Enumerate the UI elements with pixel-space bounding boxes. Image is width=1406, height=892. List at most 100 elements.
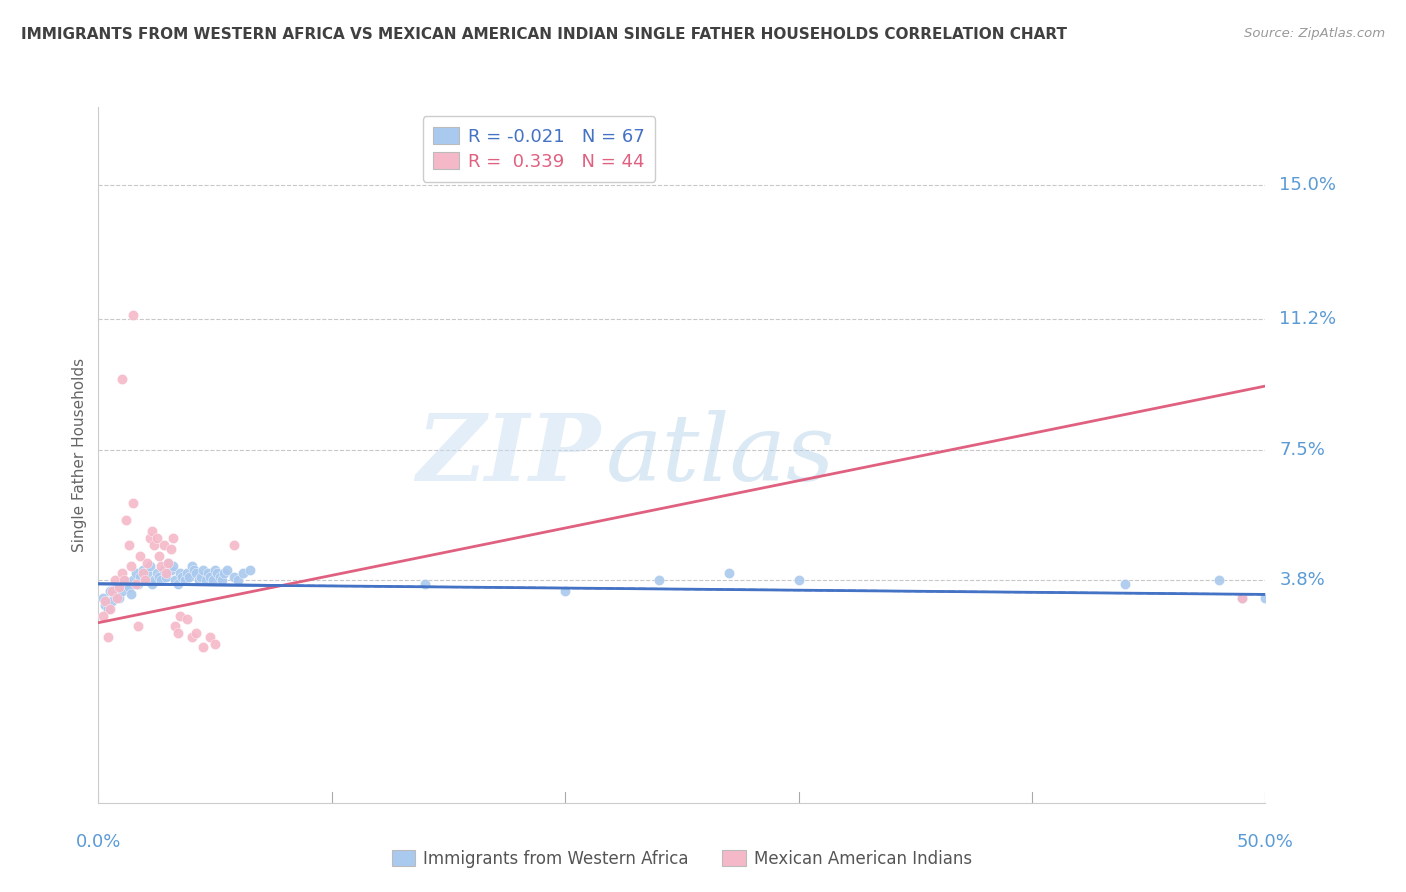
Point (186, 566, 208, 581)
Point (118, 538, 141, 552)
Point (157, 556, 180, 570)
Text: 15.0%: 15.0% (1279, 176, 1336, 194)
Point (222, 570, 245, 584)
Point (172, 570, 194, 584)
Point (162, 531, 184, 545)
Point (193, 640, 215, 655)
Point (112, 574, 135, 588)
Point (148, 570, 170, 584)
Point (1208, 574, 1230, 588)
Point (104, 574, 127, 588)
Point (143, 574, 166, 588)
Point (194, 574, 217, 588)
Point (120, 587, 142, 601)
Point (166, 626, 188, 640)
Point (190, 570, 212, 584)
Point (139, 559, 162, 574)
Point (141, 524, 163, 538)
Point (141, 577, 163, 591)
Point (204, 637, 226, 651)
Point (1114, 577, 1136, 591)
Point (647, 574, 669, 588)
Point (554, 583, 576, 598)
Point (215, 563, 238, 577)
Point (112, 574, 135, 588)
Point (118, 580, 141, 594)
Point (120, 559, 142, 574)
Point (94, 598, 117, 612)
Point (1230, 591, 1253, 605)
Point (150, 574, 173, 588)
Y-axis label: Single Father Households: Single Father Households (72, 358, 87, 552)
Point (228, 574, 250, 588)
Point (1230, 591, 1253, 605)
Point (125, 577, 148, 591)
Point (122, 495, 145, 509)
Text: 0.0%: 0.0% (76, 833, 121, 851)
Point (136, 566, 159, 581)
Legend: Immigrants from Western Africa, Mexican American Indians: Immigrants from Western Africa, Mexican … (385, 843, 979, 874)
Point (239, 563, 262, 577)
Point (105, 580, 128, 594)
Text: atlas: atlas (606, 410, 835, 500)
Point (413, 577, 436, 591)
Point (127, 619, 149, 633)
Point (183, 563, 205, 577)
Point (115, 513, 138, 527)
Point (150, 559, 173, 574)
Point (717, 566, 740, 581)
Point (155, 570, 177, 584)
Point (101, 583, 124, 598)
Point (200, 630, 222, 644)
Point (152, 538, 174, 552)
Point (232, 566, 254, 581)
Point (165, 574, 187, 588)
Point (179, 570, 201, 584)
Point (180, 559, 202, 574)
Point (187, 574, 209, 588)
Point (122, 574, 145, 588)
Point (176, 612, 198, 626)
Point (101, 594, 124, 608)
Point (159, 541, 181, 556)
Point (208, 570, 231, 584)
Point (211, 574, 233, 588)
Point (173, 574, 195, 588)
Point (125, 566, 148, 581)
Point (108, 591, 131, 605)
Point (193, 563, 215, 577)
Point (97, 601, 120, 615)
Point (111, 583, 134, 598)
Point (157, 556, 180, 570)
Point (155, 566, 177, 581)
Point (108, 580, 131, 594)
Point (169, 608, 191, 623)
Point (98, 601, 121, 615)
Point (787, 574, 810, 588)
Point (111, 566, 134, 581)
Point (148, 549, 170, 563)
Point (200, 570, 222, 584)
Text: ZIP: ZIP (416, 410, 600, 500)
Point (197, 566, 219, 581)
Point (214, 566, 236, 581)
Text: 3.8%: 3.8% (1279, 571, 1324, 590)
Point (134, 574, 156, 588)
Point (129, 549, 152, 563)
Point (91, 591, 114, 605)
Point (165, 619, 187, 633)
Point (176, 566, 198, 581)
Point (152, 563, 174, 577)
Point (105, 591, 128, 605)
Point (159, 563, 181, 577)
Point (143, 538, 166, 552)
Point (91, 608, 114, 623)
Text: 11.2%: 11.2% (1279, 310, 1337, 328)
Point (166, 577, 188, 591)
Point (94, 594, 117, 608)
Point (127, 577, 149, 591)
Point (136, 556, 159, 570)
Point (132, 563, 155, 577)
Point (134, 574, 156, 588)
Text: 7.5%: 7.5% (1279, 441, 1326, 458)
